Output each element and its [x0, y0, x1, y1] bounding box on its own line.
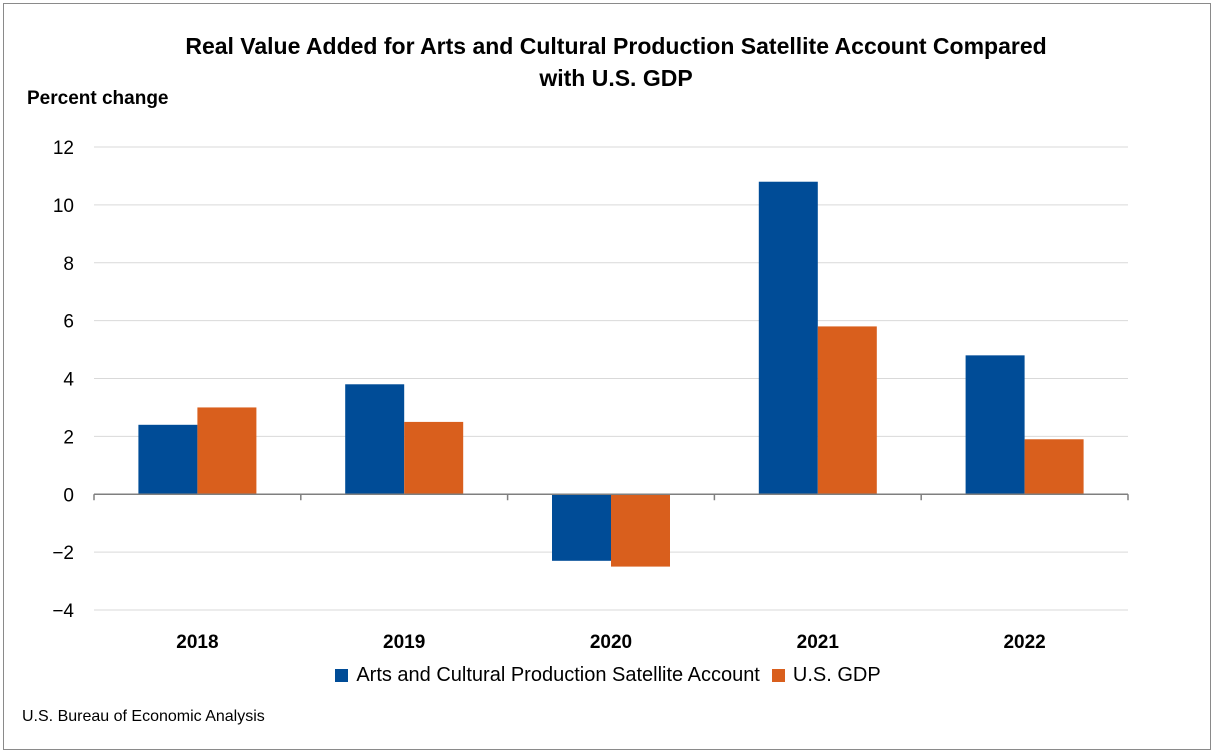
x-category-label: 2018: [176, 632, 218, 653]
legend-item-arts: Arts and Cultural Production Satellite A…: [335, 664, 760, 687]
legend-item-gdp: U.S. GDP: [771, 664, 881, 687]
bar-gdp: [611, 494, 670, 567]
y-axis-label: Percent change: [27, 88, 169, 109]
y-tick-label: −2: [52, 543, 74, 564]
chart-title: Real Value Added for Arts and Cultural P…: [0, 30, 1216, 94]
y-tick-label: 4: [63, 370, 74, 391]
x-category-label: 2019: [383, 632, 425, 653]
y-tick-label: 2: [63, 427, 74, 448]
bar-arts: [965, 355, 1025, 495]
x-category-label: 2020: [590, 632, 632, 653]
legend-label-arts: Arts and Cultural Production Satellite A…: [356, 664, 760, 686]
x-category-label: 2021: [797, 632, 840, 653]
legend-swatch-gdp: [771, 669, 785, 682]
legend-label-gdp: U.S. GDP: [792, 664, 881, 686]
y-tick-label: 10: [53, 196, 74, 217]
legend: Arts and Cultural Production Satellite A…: [0, 664, 1216, 687]
chart-title-line-2: with U.S. GDP: [539, 65, 693, 91]
y-tick-label: 8: [63, 254, 74, 275]
bar-arts: [345, 384, 405, 495]
source-note: U.S. Bureau of Economic Analysis: [22, 708, 265, 725]
y-tick-label: 12: [53, 138, 74, 159]
y-tick-label: 0: [63, 485, 74, 506]
bar-arts: [552, 494, 611, 561]
bar-gdp: [817, 326, 877, 495]
chart-title-line-1: Real Value Added for Arts and Cultural P…: [185, 33, 1047, 59]
bar-gdp: [1024, 439, 1084, 495]
bar-arts: [758, 181, 818, 495]
y-tick-label: −4: [52, 601, 74, 622]
x-category-label: 2022: [1003, 632, 1045, 653]
bar-arts: [138, 424, 198, 495]
legend-swatch-arts: [335, 669, 349, 682]
bar-gdp: [404, 421, 464, 495]
bar-gdp: [197, 407, 257, 495]
y-tick-label: 6: [63, 312, 74, 333]
